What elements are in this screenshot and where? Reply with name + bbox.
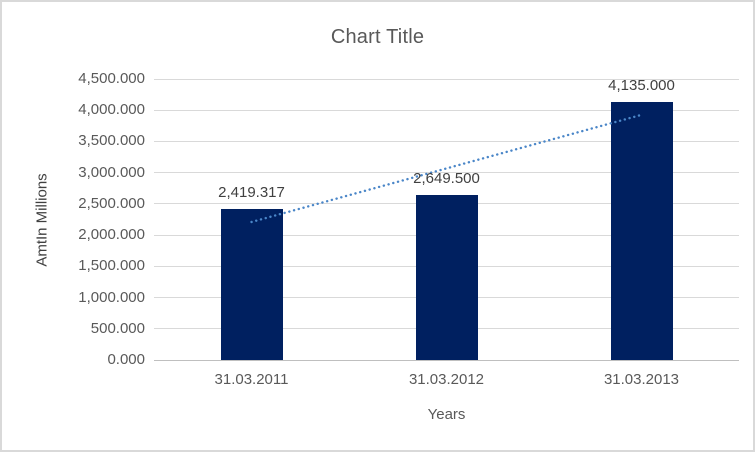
y-tick-label: 4,000.000 — [78, 101, 145, 119]
plot-area: 2,419.317 2,649.500 4,135.000 — [154, 76, 739, 361]
data-label: 4,135.000 — [608, 76, 675, 94]
y-tick-label: 1,500.000 — [78, 257, 145, 275]
y-tick-label: 2,000.000 — [78, 226, 145, 244]
gridline — [154, 78, 739, 80]
y-tick-label: 0.000 — [107, 351, 145, 368]
y-tick-label: 500.000 — [90, 319, 145, 337]
y-tick-label: 1,000.000 — [78, 288, 145, 306]
chart-title: Chart Title — [330, 26, 425, 48]
bar — [415, 194, 478, 360]
y-tick-label: 2,500.000 — [78, 194, 145, 212]
y-axis-title: AmtIn Millions — [33, 173, 51, 267]
x-tick-label: 31.03.2012 — [408, 371, 485, 388]
data-label: 2,419.317 — [218, 183, 285, 201]
gridline — [154, 109, 739, 111]
bar — [610, 101, 673, 360]
y-tick-label: 3,000.000 — [78, 163, 145, 181]
bar — [220, 208, 283, 360]
x-axis-title: Years — [427, 406, 466, 423]
x-tick-label: 31.03.2011 — [214, 371, 289, 388]
y-tick-label: 4,500.000 — [78, 70, 145, 87]
y-tick-label: 3,500.000 — [78, 132, 145, 150]
x-tick-label: 31.03.2013 — [603, 371, 680, 388]
x-axis-baseline — [154, 359, 739, 361]
data-label: 2,649.500 — [413, 169, 480, 187]
